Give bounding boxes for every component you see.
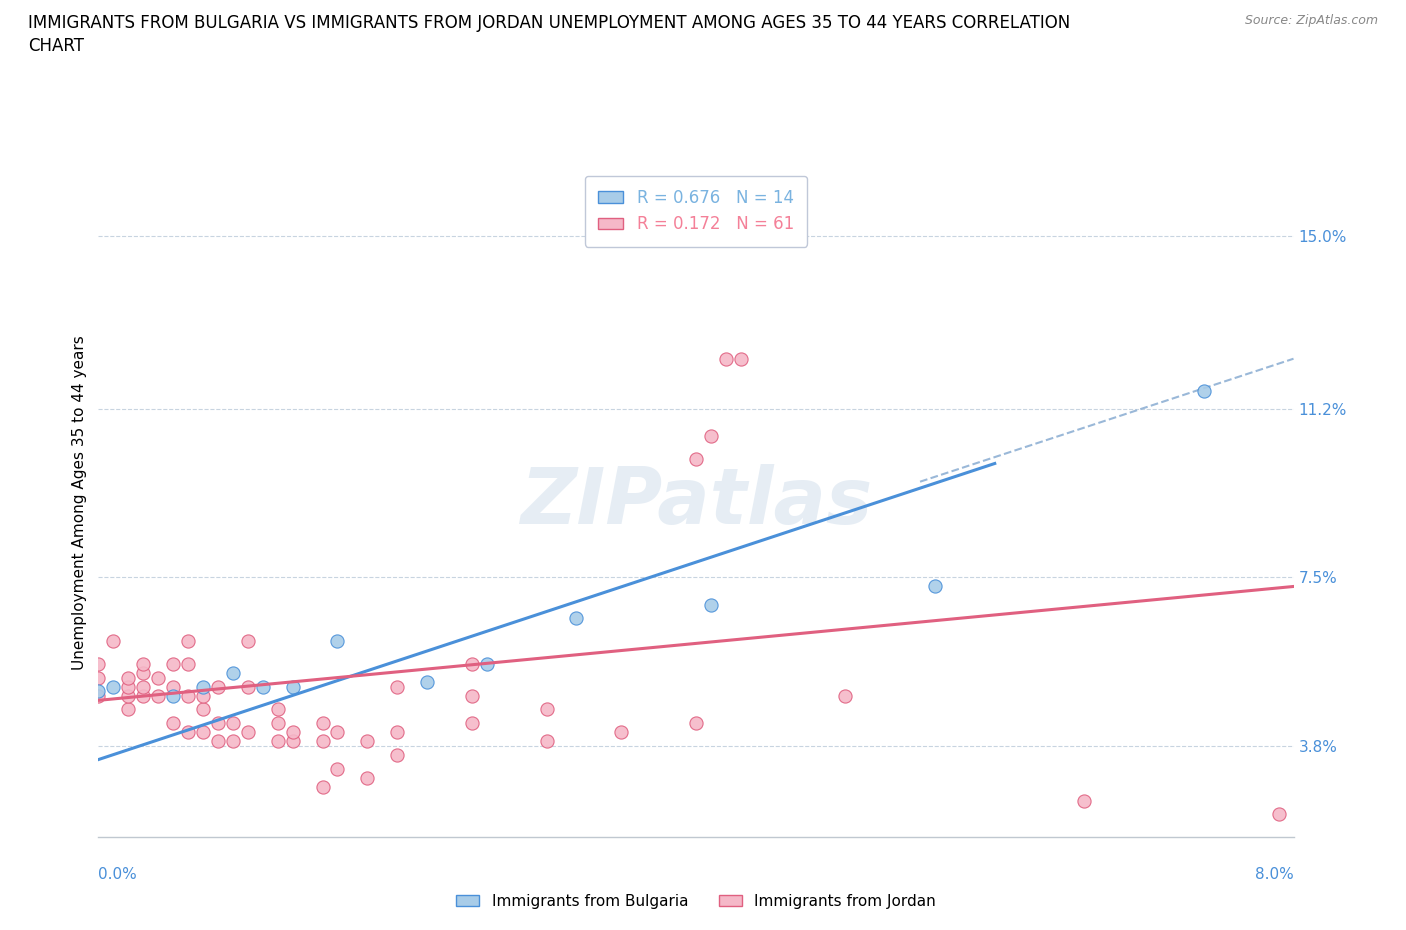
Point [177,633,200,648]
Point [834,688,856,703]
Point [536,734,558,749]
Point [326,633,349,648]
Point [236,633,259,648]
Point [416,674,439,689]
Point [222,716,245,731]
Point [177,657,200,671]
Point [148,671,170,685]
Point [281,724,304,739]
Point [267,716,290,731]
Point [162,688,184,703]
Point [385,724,409,739]
Point [714,352,737,366]
Point [207,716,229,731]
Point [191,688,214,703]
Point [87,684,110,698]
Point [924,579,946,594]
Point [610,724,633,739]
Point [385,748,409,763]
Point [103,633,125,648]
Point [132,666,155,681]
Point [87,657,110,671]
Point [685,716,707,731]
Point [311,779,333,794]
Point [730,352,752,366]
Text: Source: ZipAtlas.com: Source: ZipAtlas.com [1244,14,1378,27]
Point [117,688,139,703]
Point [1073,793,1095,808]
Point [132,688,155,703]
Point [222,666,245,681]
Point [565,611,588,626]
Legend: Immigrants from Bulgaria, Immigrants from Jordan: Immigrants from Bulgaria, Immigrants fro… [449,886,943,916]
Point [207,734,229,749]
Point [461,657,484,671]
Point [385,679,409,694]
Point [177,724,200,739]
Text: CHART: CHART [28,37,84,55]
Point [311,716,333,731]
Point [207,679,229,694]
Point [326,724,349,739]
Point [117,702,139,717]
Point [191,679,214,694]
Text: 0.0%: 0.0% [98,867,138,883]
Point [222,734,245,749]
Point [87,671,110,685]
Point [103,679,125,694]
Point [281,679,304,694]
Text: ZIPatlas: ZIPatlas [520,464,872,540]
Point [326,762,349,777]
Point [475,657,498,671]
Point [281,734,304,749]
Point [236,679,259,694]
Point [685,451,707,466]
Point [87,688,110,703]
Point [191,702,214,717]
Point [1267,807,1289,822]
Point [311,734,333,749]
Point [461,688,484,703]
Point [536,702,558,717]
Point [236,724,259,739]
Point [700,597,723,612]
Point [117,679,139,694]
Point [148,688,170,703]
Point [700,429,723,444]
Point [162,657,184,671]
Point [177,688,200,703]
Point [117,671,139,685]
Point [356,734,378,749]
Point [132,679,155,694]
Point [461,716,484,731]
Text: 8.0%: 8.0% [1254,867,1294,883]
Point [162,716,184,731]
Point [162,679,184,694]
Point [132,657,155,671]
Point [267,734,290,749]
Point [267,702,290,717]
Text: IMMIGRANTS FROM BULGARIA VS IMMIGRANTS FROM JORDAN UNEMPLOYMENT AMONG AGES 35 TO: IMMIGRANTS FROM BULGARIA VS IMMIGRANTS F… [28,14,1070,32]
Point [1192,383,1215,398]
Point [252,679,274,694]
Point [191,724,214,739]
Point [356,770,378,785]
Y-axis label: Unemployment Among Ages 35 to 44 years: Unemployment Among Ages 35 to 44 years [72,335,87,670]
